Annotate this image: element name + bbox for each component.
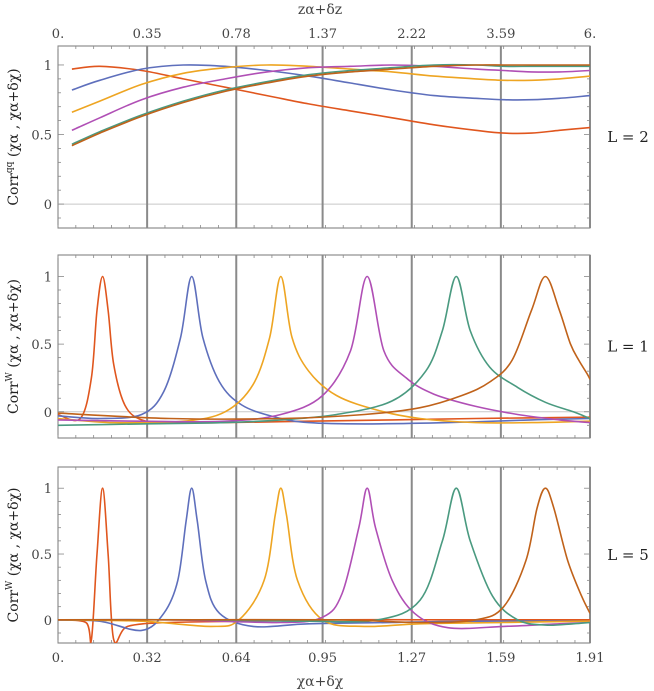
series-line [71,64,590,147]
top-tick-label: 2.22 [397,27,426,42]
y-tick-label: 0.5 [31,338,52,353]
y-axis-label: CorrW (χα , χα+δχ) [5,279,22,414]
y-axis-label: CorrW (χα , χα+δχ) [5,487,22,622]
bottom-tick-label: 1.27 [397,651,426,666]
bottom-tick-label: 0.64 [222,651,251,666]
series-line [71,63,590,146]
series-line [58,275,590,425]
top-tick-label: 0.78 [222,27,251,42]
top-tick-label: 0.35 [133,27,162,42]
series-line [58,275,590,420]
series-line [58,487,590,624]
bottom-tick-label: 1.91 [576,651,605,666]
y-tick-label: 0 [44,198,52,213]
series-line [58,275,590,427]
bottom-tick-label: 1.59 [486,651,515,666]
top-axis-title: zα+δz [298,2,342,18]
y-tick-label: 0.5 [31,129,52,144]
bottom-tick-label: 0.95 [308,651,337,666]
series-line [58,275,590,424]
bottom-axis-ticks: 0. 0.32 0.64 0.95 1.27 1.59 1.91 [52,651,605,666]
series-line [71,64,590,132]
series-line [71,65,590,135]
bottom-tick-label: 0. [52,651,64,666]
y-tick-label: 0 [44,614,52,629]
y-tick-label: 1 [44,482,52,497]
top-axis-ticks: 0. 0.35 0.78 1.37 2.22 3.59 6. [52,27,596,42]
y-axis-label: Corrqq (χα , χα+δχ) [5,68,22,205]
series-line [58,487,590,632]
top-tick-label: 6. [584,27,596,42]
panel-side-label: L = 2 [607,128,649,146]
y-tick-label: 0.5 [31,548,52,563]
bottom-tick-label: 0.32 [133,651,162,666]
y-tick-label: 1 [44,270,52,285]
panel-L5: 0 0.5 1 L = 5 CorrW (χα , χα+δχ) [5,466,649,644]
series-group [58,487,590,643]
panel-L2: 0 0.5 1 L = 2 Corrqq (χα , χα+δχ) [5,45,649,229]
top-tick-label: 3.59 [486,27,515,42]
top-tick-label: 1.37 [308,27,337,42]
series-line [71,64,590,101]
series-group [58,275,590,427]
series-line [71,64,590,114]
series-line [58,487,590,627]
panels: 0 0.5 1 L = 2 Corrqq (χα , χα+δχ) 0 0.5 1 L = 1 C… [5,45,649,644]
panel-side-label: L = 1 [607,338,649,356]
series-line [58,275,590,424]
series-line [58,487,590,628]
series-line [58,487,590,630]
panel-L1: 0 0.5 1 L = 1 CorrW (χα , χα+δχ) [5,254,649,439]
series-group [71,63,590,147]
y-tick-label: 0 [44,406,52,421]
top-tick-label: 0. [52,27,64,42]
series-line [58,487,590,643]
panel-frame [57,254,591,439]
panel-side-label: L = 5 [607,546,649,564]
bottom-axis-title: χα+δχ [297,674,344,690]
y-tick-label: 1 [44,59,52,74]
series-line [58,275,590,424]
